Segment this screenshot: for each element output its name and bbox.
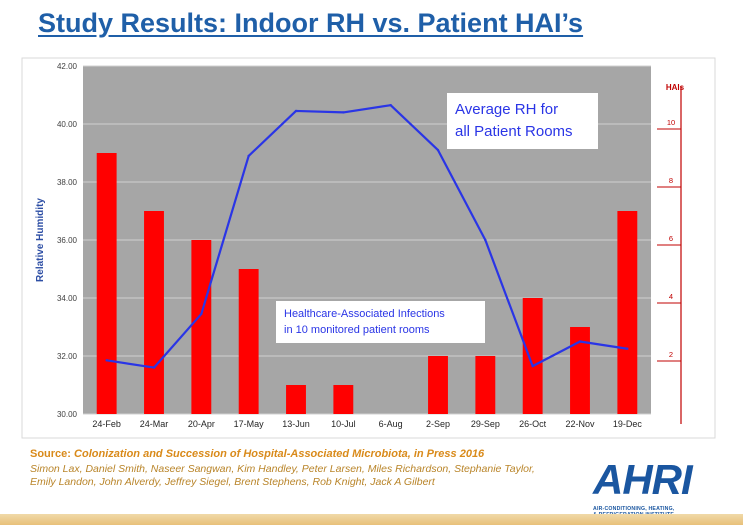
x-tick-label: 20-Apr [188, 419, 215, 429]
x-tick-label: 29-Sep [471, 419, 500, 429]
y-axis-label: Relative Humidity [35, 198, 46, 282]
y-tick-label: 36.00 [57, 236, 78, 245]
y-tick-label: 32.00 [57, 352, 78, 361]
source-authors: Simon Lax, Daniel Smith, Naseer Sangwan,… [30, 463, 535, 488]
hai-bar [570, 327, 590, 414]
y2-axis-label: HAIs [666, 83, 685, 92]
rh-annotation-box [447, 93, 598, 149]
rh-point [200, 312, 203, 316]
y-tick-label: 40.00 [57, 120, 78, 129]
hai-annotation-box [276, 301, 485, 343]
y2-tick-label: 6 [669, 234, 673, 243]
x-tick-label: 2-Sep [426, 419, 450, 429]
rh-point [484, 238, 487, 242]
rh-point [578, 340, 582, 343]
ahri-logo: AHRI AIR-CONDITIONING, HEATING, & REFRIG… [587, 456, 699, 520]
rh-point [436, 148, 440, 152]
hai-bar [617, 211, 638, 414]
hai-bar [191, 240, 212, 414]
rh-annotation-line: Average RH for [455, 101, 558, 118]
footer-band [0, 514, 743, 525]
hai-bar [286, 385, 306, 414]
rh-point [531, 364, 534, 368]
hai-annotation-line: Healthcare-Associated Infections [284, 308, 445, 320]
rh-point [626, 347, 629, 350]
logo-subtitle-line: AIR-CONDITIONING, HEATING, [593, 506, 675, 512]
x-tick-label: 24-Mar [140, 419, 169, 429]
x-tick-label: 17-May [234, 419, 265, 429]
rh-line [106, 104, 628, 369]
hai-bar [428, 356, 448, 414]
rh-annotation-line: all Patient Rooms [455, 123, 573, 140]
hai-bar [238, 269, 259, 414]
y2-tick-label: 2 [669, 350, 673, 359]
slide-title: Study Results: Indoor RH vs. Patient HAI… [38, 8, 584, 38]
x-tick-label: 22-Nov [565, 419, 595, 429]
y2-tick-label: 10 [667, 118, 675, 127]
x-tick-label: 10-Jul [331, 419, 356, 429]
y-tick-label: 30.00 [57, 410, 78, 419]
hai-bar [522, 298, 543, 414]
y2-tick-label: 8 [669, 176, 673, 185]
rh-point [342, 111, 345, 114]
source-citation: Source: Colonization and Succession of H… [30, 448, 484, 460]
hai-bar [144, 211, 164, 414]
source-title: Colonization and Succession of Hospital-… [74, 448, 485, 460]
x-tick-label: 6-Aug [379, 419, 403, 429]
rh-point [152, 366, 156, 369]
logo-wordmark: AHRI [593, 456, 693, 503]
hai-bar [475, 356, 496, 414]
y-tick-label: 42.00 [57, 62, 78, 71]
rh-point [247, 154, 250, 158]
x-tick-label: 13-Jun [282, 419, 310, 429]
rh-point [294, 109, 298, 113]
x-tick-label: 19-Dec [613, 419, 643, 429]
y2-tick-label: 4 [669, 292, 673, 301]
rh-hai-chart: 30.00 32.00 34.00 36.00 38.00 40.00 42.00 24-Fe… [21, 57, 716, 439]
hai-bar [333, 385, 354, 414]
x-tick-label: 26-Oct [519, 419, 547, 429]
rh-point [389, 103, 392, 107]
hai-annotation-line: in 10 monitored patient rooms [284, 324, 430, 336]
x-tick-label: 24-Feb [92, 419, 121, 429]
hai-bar [96, 153, 117, 414]
source-prefix: Source: [30, 448, 71, 460]
rh-point [105, 359, 108, 362]
y-tick-label: 38.00 [57, 178, 78, 187]
y-tick-label: 34.00 [57, 294, 78, 303]
